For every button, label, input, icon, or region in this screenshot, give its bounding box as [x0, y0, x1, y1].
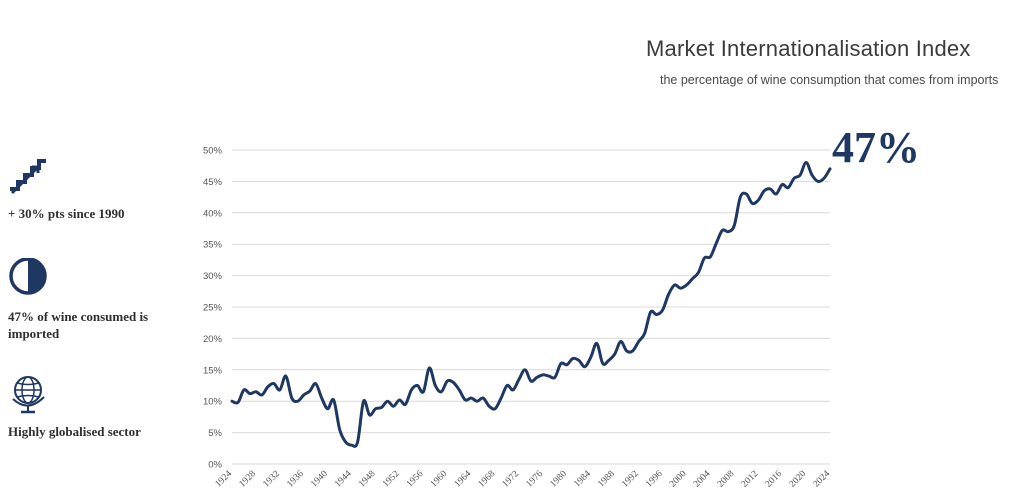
x-tick-label: 1952: [381, 469, 402, 490]
y-tick-label: 5%: [208, 428, 222, 439]
x-tick-label: 1988: [596, 469, 617, 490]
x-tick-label: 1968: [477, 469, 498, 490]
x-tick-label: 1984: [572, 469, 593, 490]
trending-stairs-icon: [10, 159, 46, 195]
x-tick-label: 1976: [525, 469, 546, 490]
y-tick-label: 30%: [203, 271, 223, 282]
y-tick-label: 15%: [203, 365, 223, 376]
x-tick-label: 1924: [214, 469, 235, 490]
x-tick-label: 2016: [764, 469, 785, 490]
x-tick-label: 2004: [692, 469, 713, 490]
stat-growth-label: + 30% pts since 1990: [8, 206, 125, 221]
stat-globalised-label: Highly globalised sector: [8, 424, 141, 439]
x-tick-label: 2012: [740, 469, 761, 490]
y-tick-label: 20%: [203, 334, 223, 345]
x-tick-label: 1964: [453, 469, 474, 490]
stat-imported: 47% of wine consumed is imported: [8, 258, 168, 342]
x-tick-label: 1960: [429, 469, 450, 490]
y-tick-label: 40%: [203, 208, 223, 219]
x-tick-label: 1948: [357, 469, 378, 490]
y-tick-label: 25%: [203, 303, 223, 314]
x-tick-label: 1928: [238, 469, 259, 490]
x-tick-label: 1992: [620, 469, 641, 490]
x-tick-label: 1932: [261, 469, 282, 490]
y-tick-label: 10%: [203, 397, 223, 408]
y-tick-label: 50%: [203, 146, 223, 157]
x-tick-label: 2000: [668, 469, 689, 490]
x-tick-label: 1980: [548, 469, 569, 490]
y-tick-label: 35%: [203, 240, 223, 251]
highlight-value: 47%: [832, 123, 920, 172]
y-tick-label: 0%: [208, 460, 222, 471]
chart-subtitle: the percentage of wine consumption that …: [660, 73, 999, 87]
globe-icon: [12, 376, 45, 414]
x-tick-label: 1972: [501, 469, 522, 490]
x-tick-label: 1940: [309, 469, 330, 490]
series-line: [230, 161, 832, 448]
x-tick-label: 1996: [644, 469, 665, 490]
stat-imported-label: 47% of wine consumed is imported: [8, 309, 149, 341]
x-tick-label: 2020: [788, 469, 809, 490]
stat-growth: + 30% pts since 1990: [8, 155, 168, 222]
x-tick-label: 2024: [812, 469, 833, 490]
x-tick-label: 1936: [285, 469, 306, 490]
x-tick-label: 1944: [333, 469, 354, 490]
chart-title: Market Internationalisation Index: [646, 36, 971, 61]
x-tick-label: 2008: [716, 469, 737, 490]
stat-globalised: Highly globalised sector: [8, 373, 168, 440]
half-circle-icon: [9, 258, 47, 295]
y-tick-label: 45%: [203, 177, 223, 188]
x-tick-label: 1956: [405, 469, 426, 490]
